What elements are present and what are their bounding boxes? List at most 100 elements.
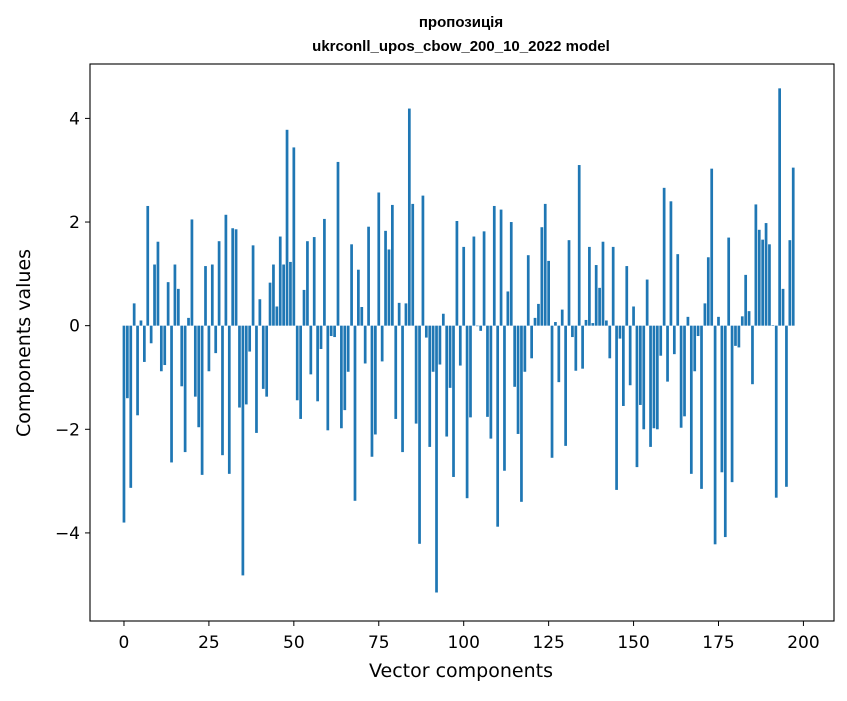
bar-component-4 xyxy=(136,325,139,416)
bar-component-26 xyxy=(210,264,214,326)
bar-component-32 xyxy=(231,228,235,326)
bar-component-167 xyxy=(689,325,693,474)
bar-component-147 xyxy=(622,325,625,406)
bar-component-179 xyxy=(730,325,734,483)
bar-component-96 xyxy=(448,325,452,388)
bar-component-23 xyxy=(200,325,204,475)
bar-component-195 xyxy=(785,325,788,487)
bar-component-9 xyxy=(153,264,156,326)
bar-component-62 xyxy=(333,325,336,338)
bar-component-120 xyxy=(530,325,533,359)
bar-component-14 xyxy=(170,325,173,463)
bar-component-67 xyxy=(350,244,353,326)
bar-component-35 xyxy=(241,325,245,576)
bar-component-197 xyxy=(791,167,795,326)
bar-component-138 xyxy=(591,323,595,326)
bar-component-132 xyxy=(571,325,574,338)
bar-component-41 xyxy=(261,325,265,389)
bar-component-89 xyxy=(424,325,428,338)
bar-component-61 xyxy=(329,325,333,337)
bar-component-152 xyxy=(639,325,642,405)
bar-component-166 xyxy=(686,316,690,326)
bar-component-196 xyxy=(788,240,792,326)
bar-component-44 xyxy=(272,264,275,326)
bar-component-191 xyxy=(771,325,775,326)
bar-component-153 xyxy=(642,325,646,430)
bar-component-139 xyxy=(594,265,598,326)
bar-component-64 xyxy=(340,325,343,429)
bar-component-149 xyxy=(628,325,632,386)
bar-component-50 xyxy=(292,147,296,326)
bar-component-134 xyxy=(577,165,581,326)
bar-component-34 xyxy=(238,325,241,408)
bar-component-79 xyxy=(391,204,394,326)
bar-component-178 xyxy=(727,237,731,326)
bar-component-39 xyxy=(255,325,258,433)
bar-component-165 xyxy=(683,325,686,417)
bar-component-74 xyxy=(374,325,377,435)
bar-component-51 xyxy=(295,325,299,401)
bar-component-193 xyxy=(778,88,781,326)
bar-component-136 xyxy=(584,319,588,326)
bar-component-78 xyxy=(387,249,391,326)
bar-component-68 xyxy=(353,325,357,501)
bar-component-119 xyxy=(526,255,530,326)
bar-component-109 xyxy=(492,205,496,326)
bar-component-183 xyxy=(744,274,748,326)
bar-component-48 xyxy=(285,129,289,326)
x-tick-label: 175 xyxy=(702,633,734,653)
bar-component-148 xyxy=(625,266,629,326)
bar-component-30 xyxy=(224,214,228,326)
bar-component-113 xyxy=(506,291,510,326)
bar-component-75 xyxy=(377,192,381,326)
bar-component-130 xyxy=(564,325,567,446)
bar-component-108 xyxy=(489,325,493,439)
bar-component-70 xyxy=(360,307,364,326)
bar-component-118 xyxy=(523,325,527,372)
bar-component-177 xyxy=(723,325,727,538)
bar-component-47 xyxy=(282,264,285,326)
bar-component-95 xyxy=(445,325,449,437)
bars-layer xyxy=(122,88,795,593)
bar-component-6 xyxy=(143,325,146,362)
bar-component-80 xyxy=(394,325,398,419)
bar-component-83 xyxy=(404,303,408,326)
bar-component-124 xyxy=(543,203,547,326)
bar-component-174 xyxy=(713,325,717,545)
bar-component-107 xyxy=(486,325,489,417)
bar-component-63 xyxy=(336,161,340,326)
bar-component-142 xyxy=(605,320,608,326)
bar-component-22 xyxy=(197,325,201,428)
bar-component-188 xyxy=(761,239,765,326)
bar-component-81 xyxy=(397,302,401,326)
bar-component-169 xyxy=(696,325,700,337)
bar-component-106 xyxy=(482,231,486,326)
bar-component-38 xyxy=(251,245,255,326)
bar-component-65 xyxy=(343,325,347,411)
bar-component-145 xyxy=(615,325,618,490)
bar-component-162 xyxy=(672,325,676,355)
bar-component-146 xyxy=(618,325,622,339)
bar-component-99 xyxy=(458,325,462,366)
bar-component-180 xyxy=(734,325,737,346)
bar-component-71 xyxy=(363,325,367,364)
bar-component-93 xyxy=(438,325,442,365)
x-tick-label: 0 xyxy=(119,633,130,653)
bar-component-135 xyxy=(581,325,584,369)
bar-component-69 xyxy=(357,269,360,326)
bar-component-100 xyxy=(462,246,466,326)
bar-component-102 xyxy=(469,325,472,418)
bar-component-143 xyxy=(608,325,612,359)
bar-component-77 xyxy=(384,230,387,326)
bar-component-192 xyxy=(774,325,778,498)
bar-component-46 xyxy=(278,236,282,326)
x-axis-ticks: 0 25 50 75 100 125 150 175 200 xyxy=(119,621,820,653)
bar-component-58 xyxy=(319,325,323,349)
bar-component-56 xyxy=(312,237,316,326)
bar-component-45 xyxy=(275,306,279,326)
bar-component-182 xyxy=(740,316,744,326)
y-axis-ticks: 4 2 0 −2 −4 xyxy=(55,109,90,544)
bar-component-170 xyxy=(700,325,703,489)
